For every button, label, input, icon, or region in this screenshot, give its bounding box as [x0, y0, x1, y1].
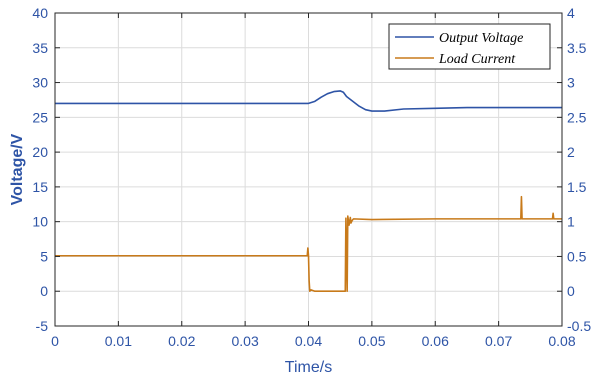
y-tick-label: 40: [32, 5, 48, 21]
y-tick-label: 35: [32, 40, 48, 56]
y2-tick-label: 2: [567, 144, 575, 160]
y-tick-label: 5: [40, 248, 48, 264]
y2-tick-label: 4: [567, 5, 575, 21]
y2-tick-label: 3: [567, 75, 575, 91]
series-layer: [55, 90, 562, 293]
y-tick-label: -5: [36, 318, 49, 334]
x-tick-label: 0.06: [422, 333, 449, 349]
legend-entry-load-current: Load Current: [438, 52, 516, 67]
y2-tick-label: -0.5: [567, 318, 591, 334]
series-line-output-voltage: [55, 90, 562, 112]
x-tick-label: 0.01: [105, 333, 132, 349]
y2-tick-label: 0: [567, 283, 575, 299]
x-tick-label: 0.03: [232, 333, 259, 349]
y2-tick-label: 2.5: [567, 109, 587, 125]
y-tick-label: 25: [32, 109, 48, 125]
y2-axis-ticks: -0.5 0 0.5 1 1.5 2 2.5 3 3.5 4: [557, 5, 591, 334]
y-tick-label: 20: [32, 144, 48, 160]
x-tick-label: 0: [51, 333, 59, 349]
x-tick-label: 0.08: [548, 333, 575, 349]
x-tick-label: 0.02: [168, 333, 195, 349]
y-tick-label: 30: [32, 75, 48, 91]
y-tick-label: 10: [32, 214, 48, 230]
x-axis-label: Time/s: [285, 359, 332, 376]
legend-entry-output-voltage: Output Voltage: [439, 31, 523, 46]
series-line-load-current: [55, 195, 562, 293]
y2-tick-label: 1.5: [567, 179, 587, 195]
y2-tick-label: 1: [567, 214, 575, 230]
legend: Output Voltage Load Current: [388, 23, 551, 70]
x-tick-label: 0.05: [358, 333, 385, 349]
y-tick-label: 0: [40, 283, 48, 299]
x-tick-label: 0.07: [485, 333, 512, 349]
y2-tick-label: 0.5: [567, 248, 587, 264]
y-tick-label: 15: [32, 179, 48, 195]
x-tick-label: 0.04: [295, 333, 322, 349]
x-axis-ticks: 0 0.01 0.02 0.03 0.04 0.05 0.06 0.07 0.08: [51, 13, 576, 349]
y2-tick-label: 3.5: [567, 40, 587, 56]
y-axis-ticks: -5 0 5 10 15 20 25 30 35 40: [32, 5, 60, 334]
y-axis-label: Voltage/V: [9, 133, 26, 205]
legend-box: [388, 23, 551, 70]
